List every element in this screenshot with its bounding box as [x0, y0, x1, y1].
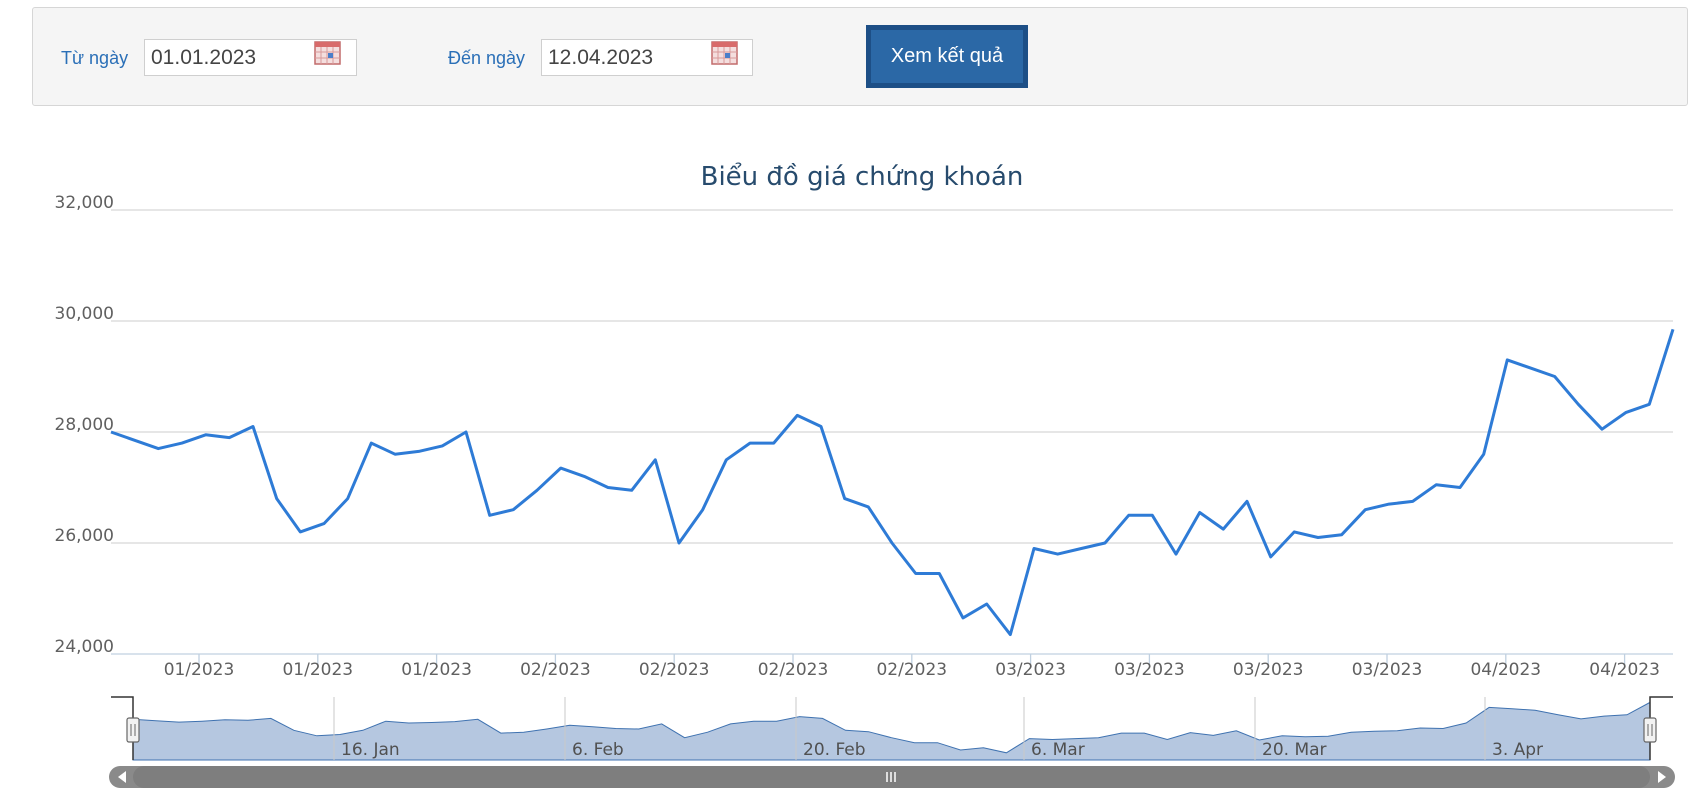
y-tick-label: 30,000 — [55, 304, 114, 324]
x-tick-label: 02/2023 — [639, 660, 710, 680]
y-tick-label: 24,000 — [55, 637, 114, 657]
navigator-label: 6. Mar — [1031, 740, 1085, 760]
x-tick-label: 03/2023 — [995, 660, 1066, 680]
navigator-right-handle[interactable] — [1643, 717, 1657, 743]
x-tick-label: 03/2023 — [1114, 660, 1185, 680]
x-tick-label: 01/2023 — [401, 660, 472, 680]
from-date-label: Từ ngày — [61, 48, 129, 68]
navigator-left-handle[interactable] — [126, 717, 140, 743]
y-tick-label: 28,000 — [55, 415, 114, 435]
x-tick-label: 02/2023 — [876, 660, 947, 680]
view-results-button[interactable]: Xem kết quả — [866, 25, 1028, 88]
x-tick-label: 01/2023 — [282, 660, 353, 680]
navigator-label: 16. Jan — [341, 740, 400, 760]
calendar-icon[interactable] — [314, 41, 341, 65]
x-tick-label: 03/2023 — [1352, 660, 1423, 680]
x-tick-label: 02/2023 — [758, 660, 829, 680]
x-tick-label: 01/2023 — [164, 660, 235, 680]
x-tick-label: 02/2023 — [520, 660, 591, 680]
navigator-area — [132, 701, 1651, 761]
arrow-right-icon[interactable] — [1658, 771, 1666, 783]
navigator-label: 6. Feb — [572, 740, 624, 760]
arrow-left-icon[interactable] — [118, 771, 126, 783]
x-tick-label: 04/2023 — [1470, 660, 1541, 680]
x-tick-label: 04/2023 — [1589, 660, 1660, 680]
y-tick-label: 26,000 — [55, 526, 114, 546]
to-date-label: Đến ngày — [448, 48, 526, 68]
y-tick-label: 32,000 — [55, 193, 114, 213]
x-tick-label: 03/2023 — [1233, 660, 1304, 680]
navigator-label: 20. Mar — [1262, 740, 1327, 760]
navigator-label: 20. Feb — [803, 740, 866, 760]
price-series-line — [110, 328, 1675, 637]
chart-title: Biểu đồ giá chứng khoán — [701, 161, 1024, 192]
navigator-label: 3. Apr — [1492, 740, 1543, 760]
calendar-icon[interactable] — [711, 41, 738, 65]
